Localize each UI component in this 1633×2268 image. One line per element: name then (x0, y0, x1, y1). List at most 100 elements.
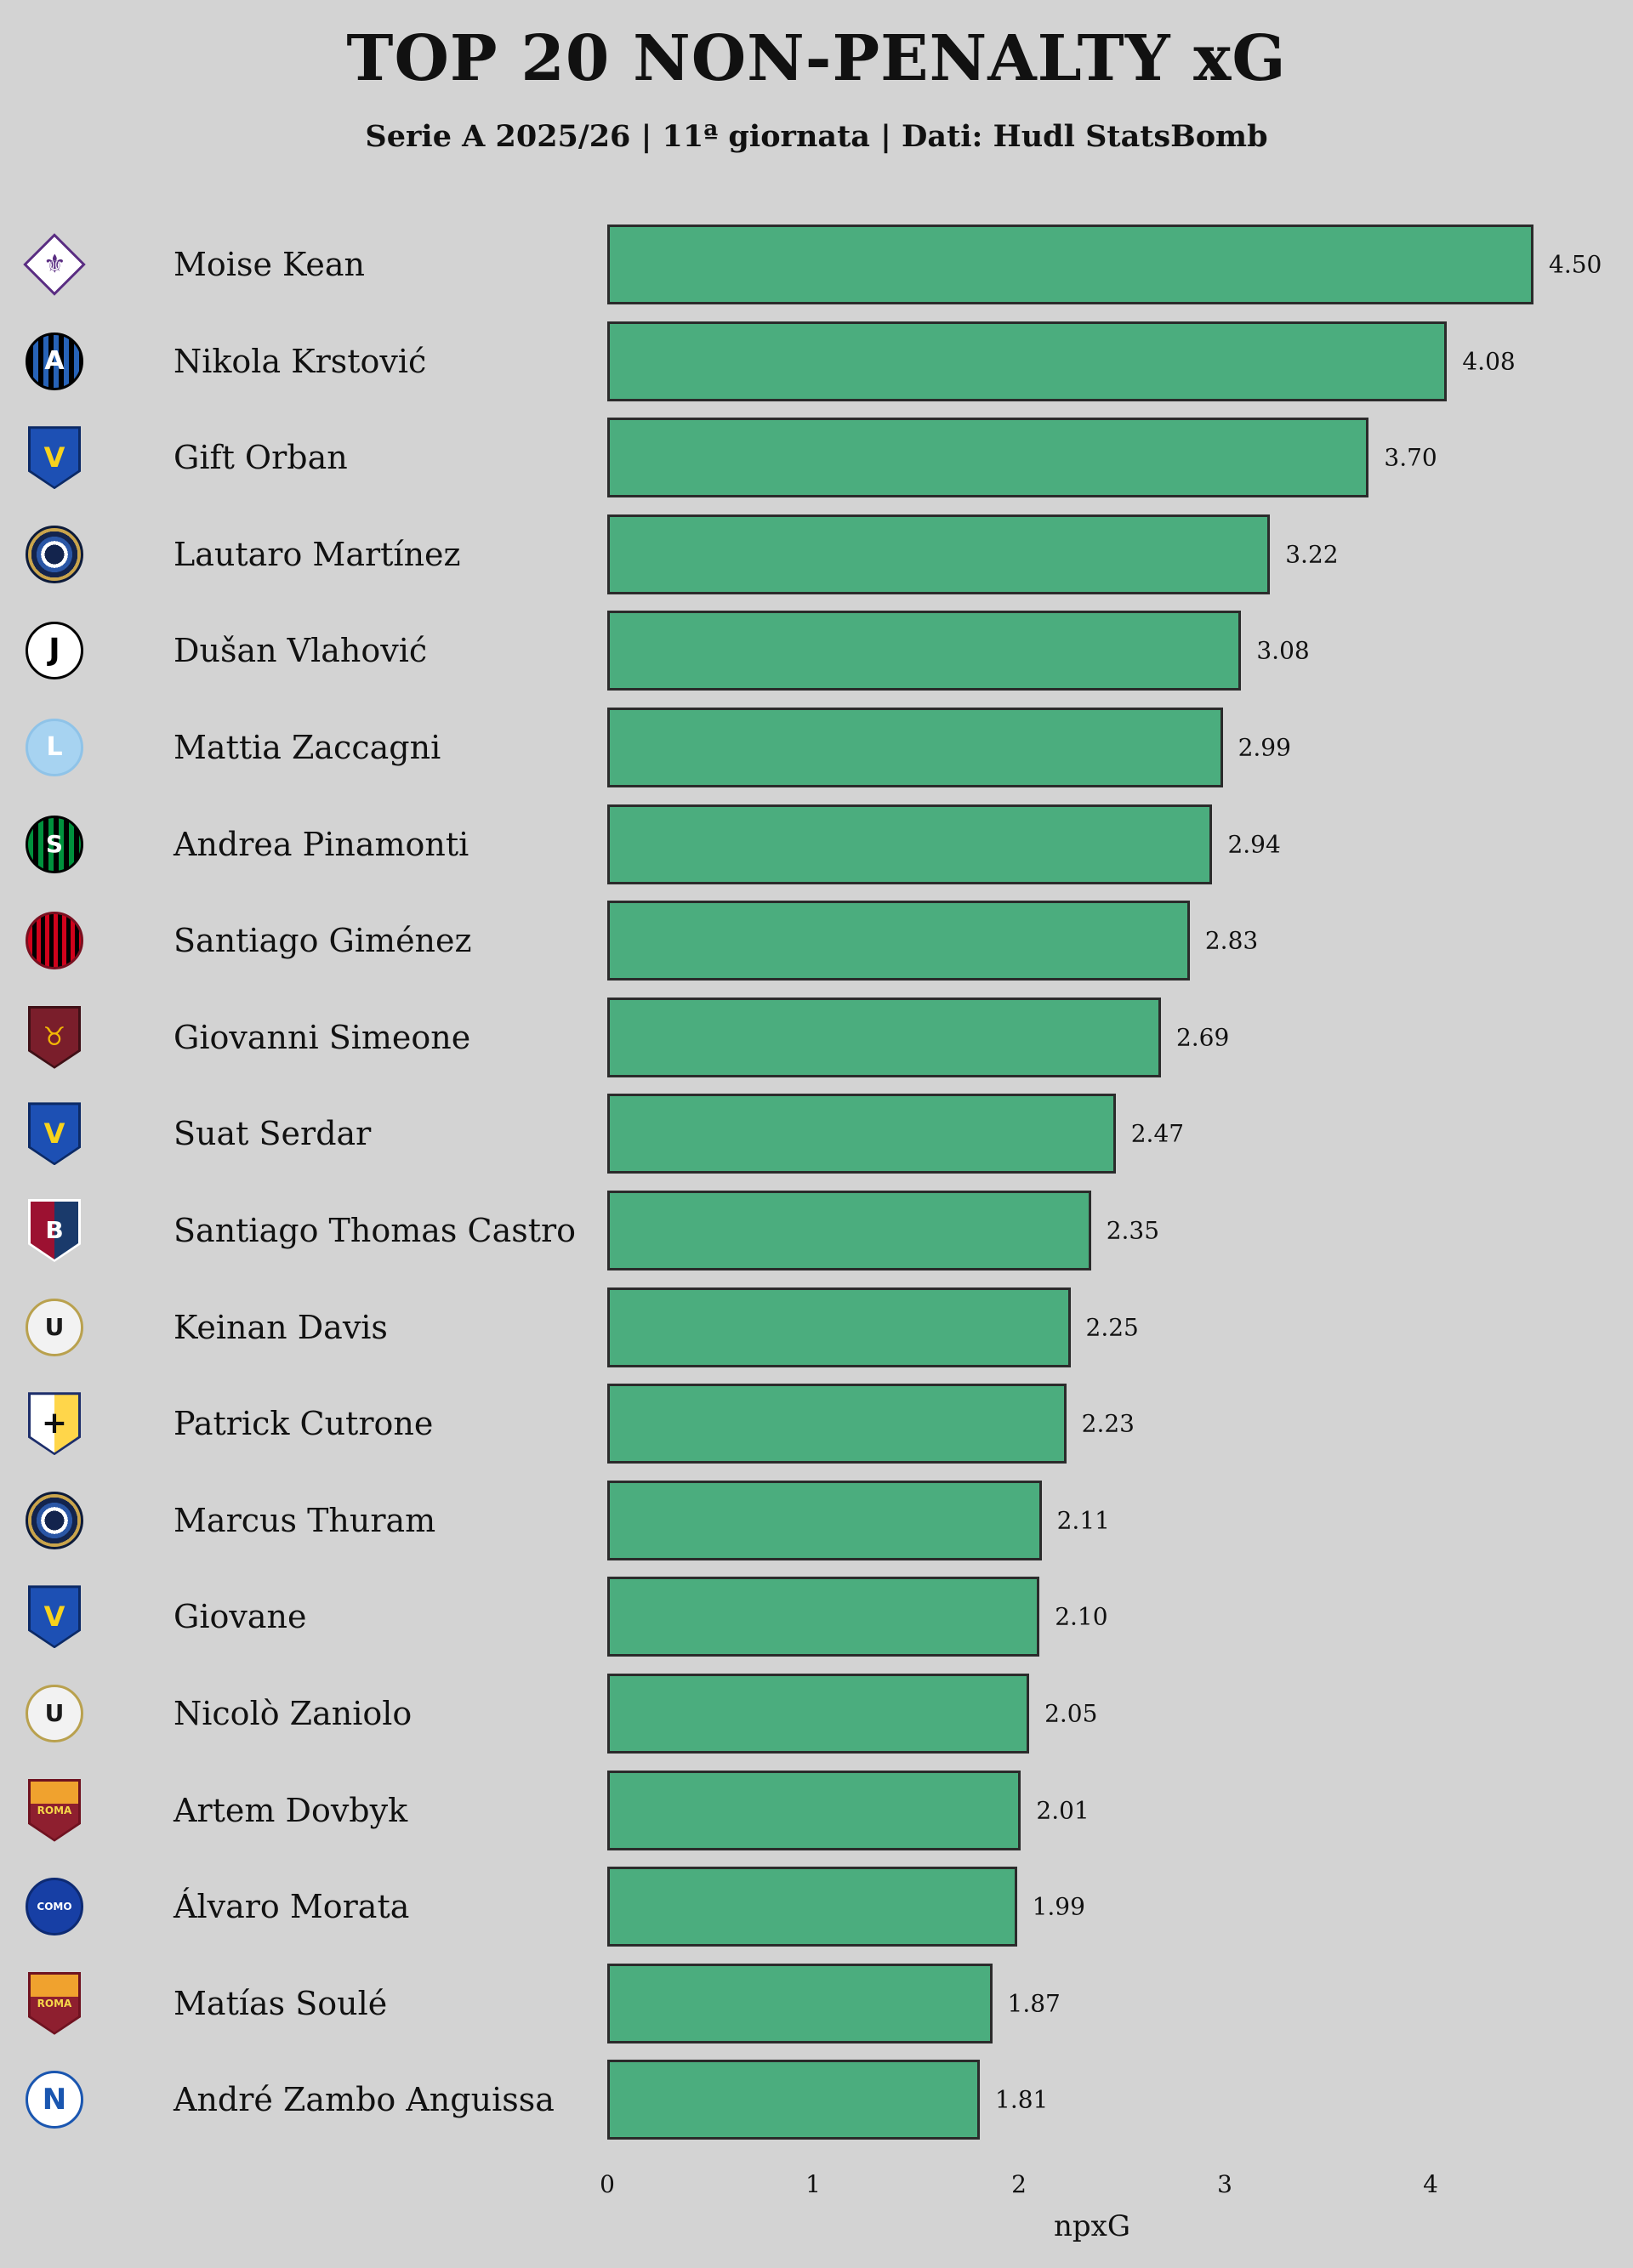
value-label: 1.81 (995, 2085, 1049, 2114)
crest-glyph: ♉ (43, 1021, 66, 1052)
crest-glyph: A (44, 345, 65, 376)
crest-background: ROMA (31, 1974, 78, 2032)
value-label: 2.94 (1227, 830, 1281, 859)
xg-bar (607, 514, 1271, 594)
xg-bar (607, 225, 1533, 304)
inter-crest-icon (26, 1491, 83, 1549)
player-name: Suat Serdar (174, 1115, 372, 1153)
value-label: 2.83 (1204, 926, 1259, 955)
crest-glyph: ROMA (37, 1997, 72, 2009)
player-name: André Zambo Anguissa (174, 2081, 555, 2119)
player-name: Mattia Zaccagni (174, 729, 441, 766)
xg-bar (607, 1480, 1042, 1560)
player-name: Artem Dovbyk (174, 1791, 408, 1829)
crest-background: ⚜ (23, 233, 86, 296)
bar-row: ⚜ Moise Kean 4.50 (0, 225, 1633, 304)
x-axis-label: npxG (1054, 2209, 1130, 2243)
xg-bar (607, 1191, 1091, 1270)
value-label: 2.10 (1055, 1602, 1108, 1631)
player-name: Santiago Thomas Castro (174, 1212, 577, 1249)
value-label: 3.08 (1256, 636, 1310, 665)
bar-row: A Nikola Krstović 4.08 (0, 321, 1633, 401)
lazio-crest-icon: L (26, 719, 83, 776)
crest-background (26, 912, 83, 970)
x-tick-3: 3 (1217, 2170, 1232, 2198)
crest-glyph: S (45, 829, 64, 858)
player-name: Giovanni Simeone (174, 1018, 471, 1056)
bar-row: L Mattia Zaccagni 2.99 (0, 708, 1633, 787)
crest-background: N (26, 2071, 83, 2129)
hellas-verona-crest-icon: V (28, 426, 81, 490)
fiorentina-crest-icon: ⚜ (23, 233, 86, 296)
value-label: 2.99 (1238, 733, 1291, 762)
xg-bar (607, 901, 1190, 981)
bar-row: V Giovane 2.10 (0, 1577, 1633, 1657)
xg-bar (607, 997, 1161, 1077)
crest-background: A (26, 332, 83, 390)
xg-bar (607, 321, 1448, 401)
player-name: Lautaro Martínez (174, 535, 461, 573)
xg-bar (607, 2060, 981, 2140)
x-tick-2: 2 (1011, 2170, 1027, 2198)
bar-row: COMO Álvaro Morata 1.99 (0, 1867, 1633, 1947)
xg-bar (607, 1867, 1017, 1947)
value-label: 2.69 (1175, 1023, 1230, 1052)
milan-crest-icon (26, 912, 83, 970)
bologna-crest-icon: B (28, 1199, 81, 1262)
crest-glyph: + (41, 1406, 68, 1441)
crest-background: B (31, 1202, 78, 1259)
bar-row: N André Zambo Anguissa 1.81 (0, 2060, 1633, 2140)
crest-glyph: COMO (37, 1901, 72, 1913)
value-label: 4.50 (1549, 250, 1602, 279)
crest-glyph: N (42, 2083, 67, 2117)
udinese-crest-icon: U (26, 1685, 83, 1742)
bar-row: ROMA Artem Dovbyk 2.01 (0, 1770, 1633, 1850)
bar-row: + Patrick Cutrone 2.23 (0, 1384, 1633, 1464)
value-label: 2.47 (1130, 1119, 1185, 1148)
crest-glyph: J (48, 633, 60, 668)
bar-row: ♉ Giovanni Simeone 2.69 (0, 997, 1633, 1077)
bar-row: S Andrea Pinamonti 2.94 (0, 804, 1633, 884)
bar-row: U Nicolò Zaniolo 2.05 (0, 1674, 1633, 1754)
crest-glyph: U (44, 1699, 65, 1727)
crest-background: V (31, 429, 78, 487)
bar-row: J Dušan Vlahović 3.08 (0, 611, 1633, 691)
x-tick-1: 1 (805, 2170, 821, 2198)
xg-bar (607, 418, 1369, 498)
hellas-verona-crest-icon: V (28, 1102, 81, 1166)
parma-crest-icon: + (28, 1392, 81, 1456)
crest-glyph: U (44, 1312, 65, 1341)
player-name: Nikola Krstović (174, 342, 427, 380)
hellas-verona-crest-icon: V (28, 1585, 81, 1649)
player-name: Giovane (174, 1598, 307, 1636)
torino-crest-icon: ♉ (28, 1005, 81, 1069)
como-crest-icon: COMO (26, 1878, 83, 1936)
crest-glyph: ROMA (37, 1804, 72, 1816)
value-label: 2.11 (1056, 1506, 1110, 1535)
player-name: Dušan Vlahović (174, 632, 428, 670)
sassuolo-crest-icon: S (26, 815, 83, 873)
player-name: Marcus Thuram (174, 1501, 436, 1539)
crest-background: + (31, 1395, 78, 1453)
crest-background: U (26, 1685, 83, 1742)
player-name: Moise Kean (174, 246, 365, 283)
xg-bar (607, 804, 1213, 884)
crest-background (26, 525, 83, 583)
player-name: Matías Soulé (174, 1984, 388, 2022)
inter-crest-icon (26, 525, 83, 583)
crest-background: U (26, 1298, 83, 1356)
crest-glyph: V (43, 1600, 65, 1634)
crest-background: ♉ (31, 1008, 78, 1066)
bar-row: Lautaro Martínez 3.22 (0, 514, 1633, 594)
bar-row: V Suat Serdar 2.47 (0, 1094, 1633, 1174)
chart-subtitle: Serie A 2025/26 | 11ª giornata | Dati: H… (365, 119, 1268, 154)
player-name: Patrick Cutrone (174, 1405, 434, 1443)
bar-row: B Santiago Thomas Castro 2.35 (0, 1191, 1633, 1270)
player-name: Keinan Davis (174, 1308, 388, 1346)
roma-crest-icon: ROMA (28, 1971, 81, 2035)
crest-glyph: L (46, 732, 63, 762)
player-name: Nicolò Zaniolo (174, 1695, 413, 1732)
value-label: 4.08 (1462, 347, 1516, 376)
